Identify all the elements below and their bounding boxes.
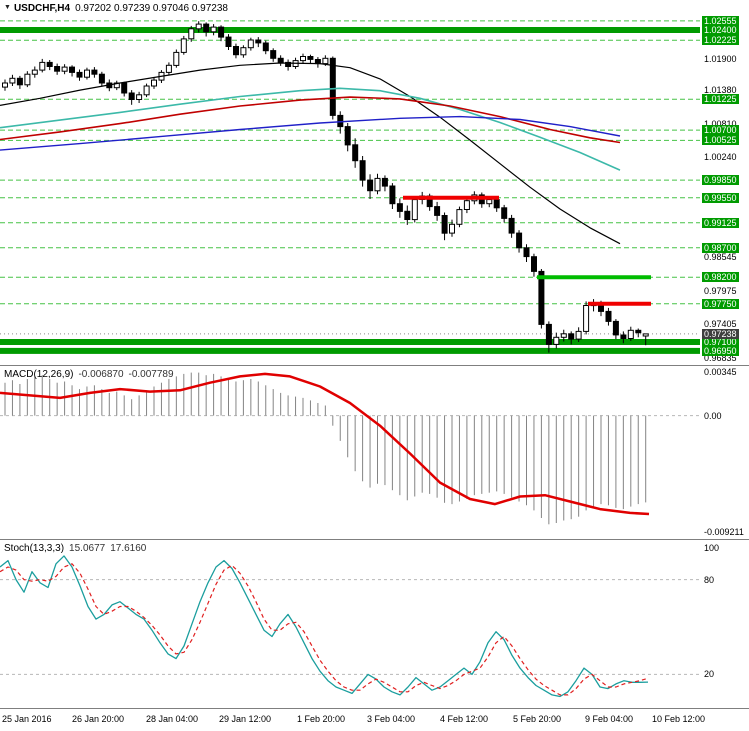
time-label: 25 Jan 2016: [2, 714, 52, 724]
support-resistance-segments: [403, 195, 651, 306]
macd-indicator-header: MACD(12,26,9) -0.006870 -0.007789: [4, 369, 174, 380]
stoch-scale-label: 100: [704, 543, 720, 553]
stoch-main-value: 15.0677: [69, 543, 106, 554]
level-price-label: 1.02400: [702, 25, 739, 35]
price-axis[interactable]: 1.01900 1.01380 1.00810 1.00240 0.98545 0.979…: [700, 0, 749, 709]
stoch-scale-label: 20: [704, 669, 715, 679]
ma-red: [0, 96, 621, 144]
time-label: 4 Feb 12:00: [440, 714, 489, 724]
stoch-scale-label: 80: [704, 575, 715, 585]
price-label: 0.97975: [704, 286, 737, 296]
macd-signal-value: -0.007789: [128, 369, 174, 380]
price-label: 1.00810: [704, 119, 737, 129]
stoch-signal-line: [0, 563, 649, 696]
macd-scale-label: -0.009211: [704, 527, 744, 537]
stoch-label: Stoch(13,3,3): [4, 543, 65, 554]
macd-label: MACD(12,26,9): [4, 369, 74, 380]
level-price-label: 0.99850: [702, 175, 739, 185]
macd-panel: [0, 372, 700, 525]
one-click-trading-icon[interactable]: ▼: [4, 4, 11, 11]
stoch-indicator-header: Stoch(13,3,3) 15.0677 17.6160: [4, 543, 146, 554]
time-label: 3 Feb 04:00: [367, 714, 416, 724]
level-price-label: 1.00700: [702, 125, 739, 135]
level-price-label: 1.00525: [702, 135, 739, 145]
time-label: 28 Jan 04:00: [146, 714, 199, 724]
level-price-label: 0.97100: [702, 337, 739, 347]
level-price-label: 0.99125: [702, 218, 739, 228]
time-label: 29 Jan 12:00: [219, 714, 272, 724]
macd-main-value: -0.006870: [78, 369, 124, 380]
price-label: 1.01380: [704, 85, 737, 95]
time-label: 5 Feb 20:00: [513, 714, 562, 724]
ma-black: [0, 62, 621, 245]
price-label: 0.97405: [704, 319, 737, 329]
stoch-panel: [0, 555, 700, 698]
macd-signal-line: [0, 372, 650, 516]
level-price-label: 0.96950: [702, 346, 739, 356]
stoch-main-line: [0, 555, 649, 698]
symbol-period-label: USDCHF,H4: [13, 3, 71, 14]
time-axis[interactable]: 25 Jan 2016 26 Jan 20:00 28 Jan 04:00 29 Ja…: [0, 710, 749, 731]
price-label: 1.00240: [704, 152, 737, 162]
price-label: 1.01900: [704, 54, 737, 64]
level-price-label: 1.02225: [702, 35, 739, 45]
ohlc-values: 0.97202 0.97239 0.97046 0.97238: [75, 3, 228, 14]
moving-averages: [0, 62, 621, 245]
macd-scale-label: 0.00345: [704, 367, 737, 377]
macd-scale-label: 0.00: [704, 411, 722, 421]
time-label: 9 Feb 04:00: [585, 714, 634, 724]
ma-teal: [0, 87, 621, 171]
price-levels: [0, 20, 700, 354]
price-label: 0.98545: [704, 252, 737, 262]
candles: [2, 21, 649, 353]
level-price-label: 0.97750: [702, 299, 739, 309]
current-price-label: 0.97238: [702, 329, 739, 339]
time-label: 1 Feb 20:00: [297, 714, 346, 724]
chart-title: ▼ USDCHF,H4 0.97202 0.97239 0.97046 0.9723…: [4, 3, 228, 14]
level-price-label: 0.98200: [702, 272, 739, 282]
stoch-signal-value: 17.6160: [110, 543, 147, 554]
level-price-label: 0.98700: [702, 243, 739, 253]
level-price-label: 1.02555: [702, 16, 739, 26]
level-price-label: 1.01225: [702, 94, 739, 104]
level-price-label: 0.99550: [702, 193, 739, 203]
price-label: 0.96835: [704, 353, 737, 363]
panel-separators: [0, 365, 749, 709]
time-label: 10 Feb 12:00: [652, 714, 706, 724]
ma-blue: [0, 115, 621, 151]
time-label: 26 Jan 20:00: [72, 714, 125, 724]
